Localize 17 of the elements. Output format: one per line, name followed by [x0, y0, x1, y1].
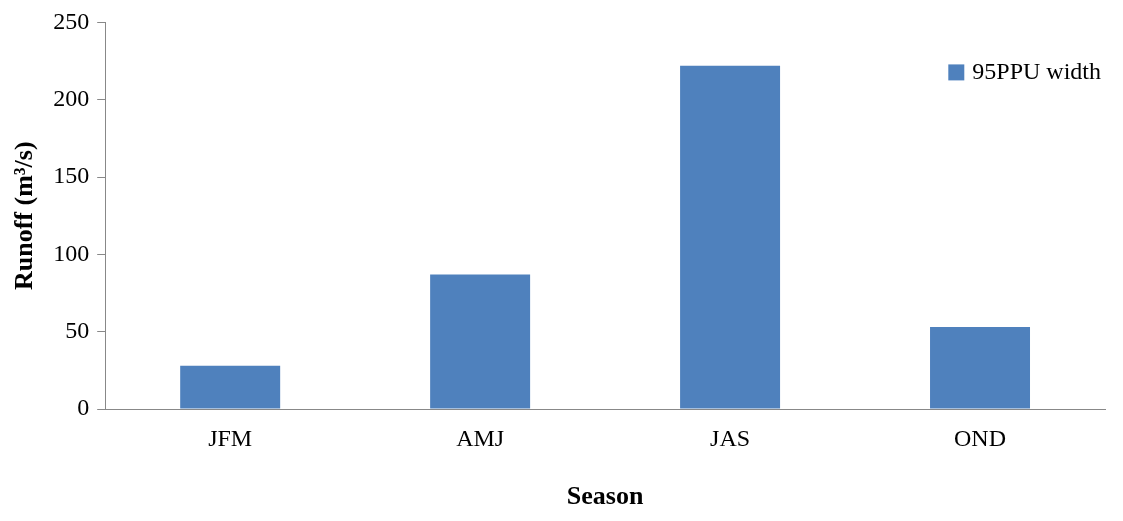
- x-tick-label: JAS: [710, 424, 751, 451]
- y-axis-title: Runoff (m³/s): [9, 141, 39, 291]
- y-tick-label: 200: [53, 85, 90, 112]
- x-axis-title: Season: [566, 481, 644, 511]
- y-tick-label: 50: [65, 316, 90, 343]
- bar: [430, 274, 531, 409]
- y-tick-label: 100: [53, 239, 90, 266]
- y-tick-label: 250: [53, 7, 90, 34]
- bar: [180, 365, 281, 409]
- y-tick-label: 150: [53, 162, 90, 189]
- legend-label: 95PPU width: [972, 57, 1102, 84]
- y-tick-label: 0: [77, 394, 90, 421]
- x-tick-label: AMJ: [456, 424, 505, 451]
- bar: [680, 65, 781, 409]
- x-tick-label: JFM: [208, 424, 253, 451]
- x-tick-label: OND: [954, 424, 1007, 451]
- bar: [930, 327, 1031, 409]
